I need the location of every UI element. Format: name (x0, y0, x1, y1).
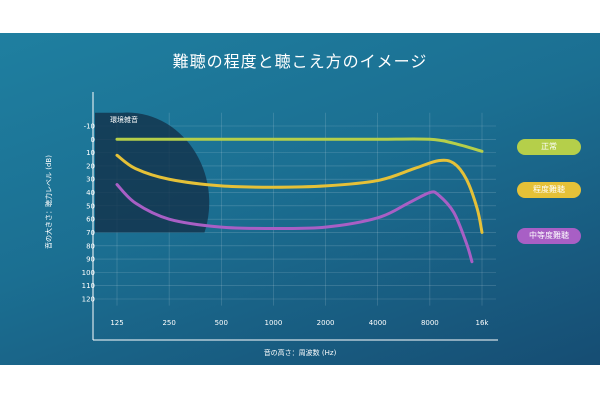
y-tick-label: 50 (86, 202, 95, 210)
y-tick-label: 80 (86, 242, 95, 250)
noise-region-area (95, 112, 210, 233)
noise-region (95, 112, 210, 233)
y-tick-label: 60 (86, 216, 95, 224)
y-tick-label: 90 (86, 256, 95, 264)
y-tick-label: 120 (82, 296, 95, 304)
noise-region-label: 環境雑音 (110, 116, 138, 124)
x-tick-label: 8000 (421, 319, 439, 327)
x-tick-label: 2000 (317, 319, 335, 327)
y-tick-label: 20 (86, 162, 95, 170)
x-tick-label: 1000 (265, 319, 283, 327)
y-tick-label: 10 (86, 149, 95, 157)
x-tick-label: 125 (110, 319, 123, 327)
legend-item-mild: 程度難聴 (517, 182, 581, 198)
series-line-2 (115, 183, 474, 264)
chart-title: 難聴の程度と聴こえ方のイメージ (172, 52, 428, 71)
y-tick-label: 30 (86, 176, 95, 184)
y-tick-label: 110 (82, 282, 95, 290)
y-tick-label: 40 (86, 189, 95, 197)
tick-labels: -10 0 10 20 30 40 50 60 70 80 90 100 110 120 125 250 500… (82, 123, 490, 328)
x-tick-label: 4000 (369, 319, 387, 327)
series-line-1 (115, 153, 484, 234)
series-line-0 (115, 137, 484, 153)
y-tick-label: -10 (84, 123, 95, 131)
legend-item-moderate: 中等度難聴 (517, 228, 581, 244)
axes (92, 92, 498, 341)
y-tick-label: 100 (82, 269, 95, 277)
y-tick-label: 70 (86, 229, 95, 237)
y-axis-label: 音の大きさ：聴力レベル (dB) (45, 155, 53, 249)
y-tick-label: 0 (91, 136, 95, 144)
legend-item-normal: 正常 (517, 139, 581, 155)
series-lines (115, 137, 484, 264)
x-tick-label: 16k (476, 319, 490, 327)
x-tick-label: 250 (162, 319, 175, 327)
x-axis-label: 音の高さ：周波数 (Hz) (263, 349, 337, 357)
x-tick-label: 500 (215, 319, 228, 327)
